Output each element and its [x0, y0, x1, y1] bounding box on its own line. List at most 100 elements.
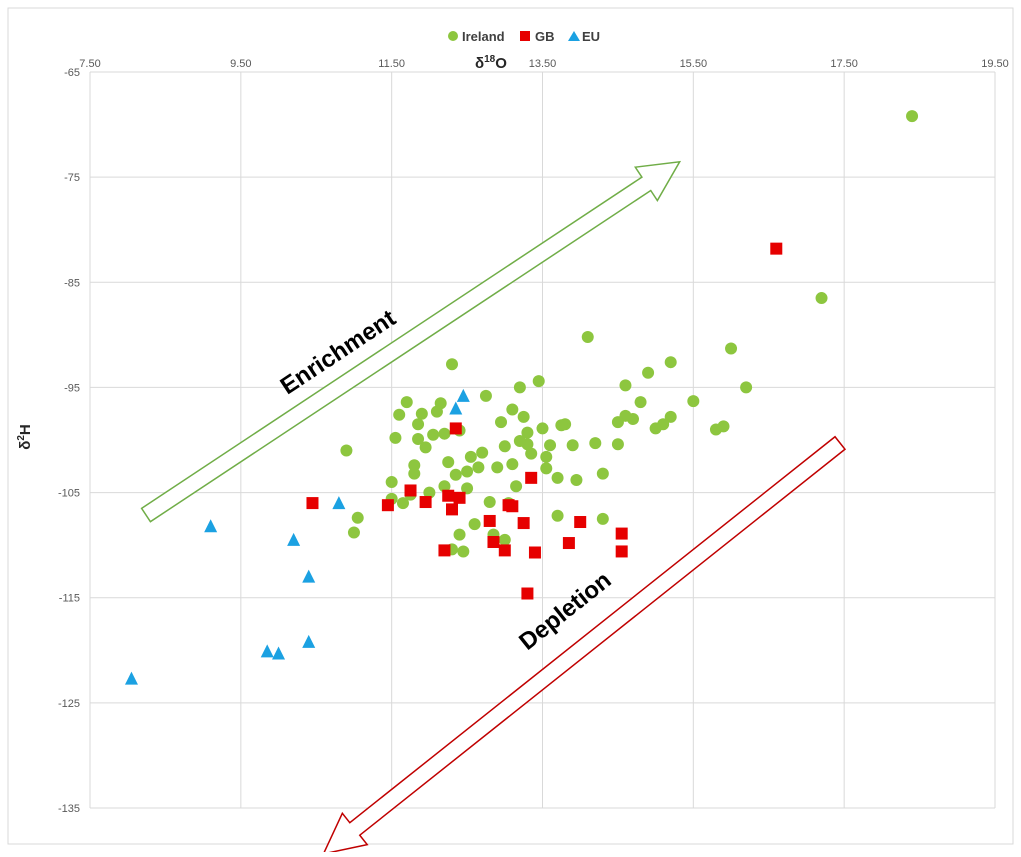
point-ireland	[446, 358, 458, 371]
point-ireland	[581, 330, 594, 343]
point-ireland	[464, 450, 477, 463]
legend-eu-marker	[568, 31, 580, 41]
y-axis-title: δ2H	[16, 424, 34, 450]
point-gb	[502, 499, 515, 512]
point-gb	[453, 491, 466, 504]
point-gb	[615, 527, 628, 540]
point-eu	[124, 671, 138, 685]
point-gb	[562, 537, 575, 550]
y-tick-label: -65	[64, 67, 80, 79]
point-ireland	[438, 427, 451, 440]
x-tick-label: 13.50	[529, 58, 557, 70]
point-ireland	[340, 444, 353, 457]
point-gb	[446, 503, 458, 516]
point-ireland	[506, 403, 519, 416]
point-ireland	[521, 426, 534, 439]
point-ireland	[506, 458, 519, 471]
point-ireland	[461, 465, 474, 478]
point-gb	[615, 545, 628, 558]
chart-frame	[7, 7, 1014, 845]
point-ireland	[419, 441, 432, 454]
point-ireland	[589, 437, 602, 450]
point-ireland	[491, 461, 504, 474]
legend-gb-marker	[520, 31, 530, 41]
point-gb	[525, 471, 538, 484]
point-gb	[487, 535, 500, 548]
point-ireland	[525, 447, 538, 460]
point-ireland	[634, 396, 647, 409]
point-ireland	[611, 438, 624, 451]
point-ireland	[532, 375, 545, 388]
point-ireland	[664, 410, 677, 423]
point-gb	[521, 587, 534, 600]
x-tick-label: 15.50	[680, 58, 708, 70]
legend-eu-label: EU	[582, 29, 600, 44]
point-ireland	[461, 482, 474, 495]
point-ireland	[408, 467, 421, 480]
point-ireland	[389, 431, 402, 444]
point-gb	[419, 496, 432, 509]
legend-gb-label: GB	[535, 29, 555, 44]
point-ireland	[566, 439, 579, 452]
point-ireland	[611, 416, 624, 429]
point-ireland	[468, 518, 481, 531]
point-ireland	[687, 395, 700, 408]
point-ireland	[740, 381, 753, 394]
legend-ireland-label: Ireland	[462, 29, 505, 44]
point-ireland	[476, 446, 489, 459]
point-ireland	[551, 509, 564, 522]
point-ireland	[412, 432, 425, 445]
point-eu	[287, 532, 301, 546]
depletion-arrow	[322, 435, 847, 855]
point-gb	[381, 499, 394, 512]
point-ireland	[540, 462, 553, 475]
point-ireland	[449, 468, 462, 481]
point-ireland	[649, 422, 662, 435]
y-tick-label: -135	[58, 803, 80, 815]
point-ireland	[906, 110, 919, 123]
point-ireland	[495, 416, 508, 429]
point-ireland	[664, 356, 677, 369]
point-ireland	[430, 405, 443, 418]
point-ireland	[396, 497, 409, 510]
point-gb	[498, 544, 511, 557]
enrichment-arrow-shape	[140, 160, 682, 523]
point-gb	[483, 514, 496, 527]
point-gb	[438, 544, 451, 557]
point-ireland	[815, 292, 828, 305]
point-ireland	[393, 408, 406, 421]
point-gb	[306, 497, 319, 510]
x-tick-label: 11.50	[378, 58, 405, 70]
point-ireland	[423, 486, 436, 499]
y-tick-label: -115	[59, 593, 80, 605]
gridlines	[89, 71, 996, 809]
point-ireland	[427, 428, 440, 441]
point-ireland	[517, 410, 530, 423]
point-eu	[260, 644, 274, 658]
point-eu	[456, 388, 470, 402]
point-gb	[528, 546, 541, 559]
point-gb	[404, 484, 417, 497]
point-ireland	[555, 419, 568, 432]
point-ireland	[570, 473, 583, 486]
x-tick-label: 17.50	[830, 58, 858, 70]
y-tick-label: -85	[64, 277, 80, 289]
point-ireland	[642, 366, 655, 379]
point-ireland	[472, 461, 485, 474]
depletion-arrow-shape	[322, 435, 847, 855]
point-ireland	[438, 480, 451, 493]
point-ireland	[415, 407, 428, 420]
point-ireland	[442, 456, 455, 469]
point-ireland	[725, 342, 738, 355]
point-ireland	[412, 418, 425, 431]
point-ireland	[347, 526, 360, 539]
point-gb	[442, 489, 455, 502]
point-eu	[332, 496, 346, 510]
point-ireland	[513, 435, 526, 448]
point-ireland	[596, 467, 609, 480]
x-tick-label: 7.50	[79, 58, 100, 70]
point-ireland	[709, 423, 722, 436]
y-tick-label: -95	[64, 382, 80, 394]
